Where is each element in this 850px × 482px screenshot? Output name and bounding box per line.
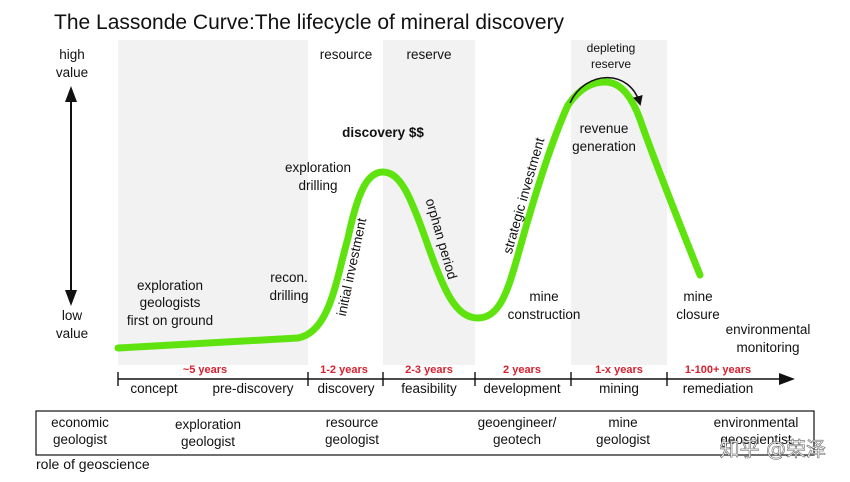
low-value-label-line2: value xyxy=(56,326,88,341)
role-exploration-line2: geologist xyxy=(181,434,235,449)
role-resource-line2: geologist xyxy=(325,432,379,447)
band-pre-discovery xyxy=(118,40,308,365)
role-environmental-line1: environmental xyxy=(714,415,799,430)
recon-drilling-line2: drilling xyxy=(269,288,308,303)
role-economic-line2: geologist xyxy=(53,432,107,447)
role-resource-line1: resource xyxy=(326,415,379,430)
environmental-monitoring-line1: environmental xyxy=(726,322,811,337)
phase-remediation: remediation xyxy=(683,381,754,396)
role-mine-line2: geologist xyxy=(596,432,650,447)
environmental-monitoring-line2: monitoring xyxy=(736,340,799,355)
high-value-label-line2: value xyxy=(56,65,88,80)
value-axis-up-arrow xyxy=(65,86,77,102)
revenue-generation-line2: generation xyxy=(572,139,636,154)
phase-feasibility: feasibility xyxy=(401,381,457,396)
role-geoengineer-line1: geoengineer/ xyxy=(478,415,557,430)
exploration-geologists-line3: first on ground xyxy=(127,313,213,328)
phase-discovery: discovery xyxy=(317,381,374,396)
exploration-drilling-line2: drilling xyxy=(298,178,337,193)
phase-mining: mining xyxy=(599,381,639,396)
value-axis-down-arrow xyxy=(65,290,77,306)
discovery-label: discovery $$ xyxy=(342,125,424,140)
roles-box xyxy=(35,410,815,456)
phase-concept: concept xyxy=(130,381,178,396)
duration-remediation: 1-100+ years xyxy=(685,364,751,376)
depleting-reserve-line1: depleting xyxy=(587,41,636,55)
role-exploration-line1: exploration xyxy=(175,417,241,432)
lassonde-curve xyxy=(114,78,704,352)
band-mining xyxy=(571,40,667,365)
phase-pre-discovery: pre-discovery xyxy=(212,381,293,396)
recon-drilling-line1: recon. xyxy=(270,270,308,285)
duration-feasibility: 2-3 years xyxy=(405,364,453,376)
role-geoengineer-line2: geotech xyxy=(493,432,541,447)
role-economic-line1: economic xyxy=(51,415,109,430)
timeline-arrow-head xyxy=(779,373,795,385)
exploration-drilling-line1: exploration xyxy=(285,160,351,175)
duration-development: 2 years xyxy=(503,364,541,376)
watermark: 知乎 @荣泽 xyxy=(720,437,826,461)
low-value-label-line1: low xyxy=(62,308,83,323)
timeline-ticks xyxy=(117,372,668,386)
role-mine-line1: mine xyxy=(608,415,637,430)
reserve-label: reserve xyxy=(406,47,451,62)
mine-construction-line2: construction xyxy=(508,307,581,322)
mine-closure-line2: closure xyxy=(676,307,720,322)
chart-title: The Lassonde Curve:The lifecycle of mine… xyxy=(54,11,565,34)
exploration-geologists-line2: geologists xyxy=(140,295,201,310)
exploration-geologists-line1: exploration xyxy=(137,278,203,293)
high-value-label-line1: high xyxy=(59,47,85,62)
depleting-reserve-line2: reserve xyxy=(591,57,631,71)
revenue-generation-line1: revenue xyxy=(580,121,629,136)
duration-discovery: 1-2 years xyxy=(320,364,368,376)
phase-development: development xyxy=(483,381,561,396)
duration-pre-discovery: ~5 years xyxy=(183,364,227,376)
mine-closure-line1: mine xyxy=(683,289,712,304)
role-caption: role of geoscience xyxy=(36,456,150,472)
depleting-reserve-arrow xyxy=(569,77,643,106)
role-environmental-line2: geoscientist xyxy=(720,432,792,447)
mine-construction-line1: mine xyxy=(529,289,558,304)
resource-label: resource xyxy=(320,47,373,62)
duration-mining: 1-x years xyxy=(595,364,643,376)
